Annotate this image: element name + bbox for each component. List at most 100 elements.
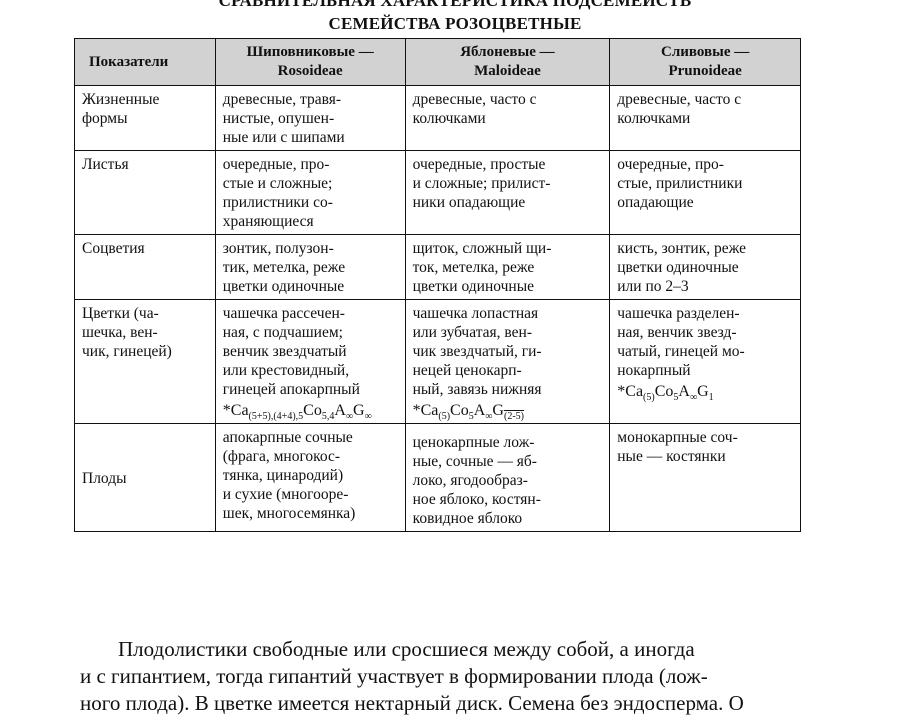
table-title-line-2: СЕМЕЙСТВА РОЗОЦВЕТНЫЕ bbox=[328, 14, 582, 33]
cell-line: древесные, травя- bbox=[222, 91, 341, 108]
table-header-row: Показатели Шиповниковые — Rosoideae Яблонев… bbox=[74, 38, 801, 86]
formula-subscript: ∞ bbox=[689, 392, 698, 403]
cell-line: чашечка рассечен- bbox=[222, 305, 345, 322]
cell-line: тянка, цинародий) bbox=[222, 467, 344, 484]
header-line: Показатели bbox=[89, 53, 169, 70]
cell-line: монокарпные соч- bbox=[617, 429, 738, 446]
cell-line: или крестовидный, bbox=[222, 362, 350, 379]
formula-subscript: 5 bbox=[468, 411, 474, 422]
cell-line: Жизненные bbox=[82, 91, 160, 108]
cell-line: апокарпные сочные bbox=[222, 429, 353, 446]
formula-symbol: Co bbox=[654, 383, 674, 400]
table-row: Жизненные формы древесные, травя-нистые, о… bbox=[74, 85, 801, 151]
cell-line: чашечка лопастная bbox=[412, 305, 539, 322]
cell-line: или зубчатая, вен- bbox=[412, 324, 532, 341]
paragraph-line: и с гипантием, тогда гипантий участвует … bbox=[80, 664, 708, 688]
cell-line: чик звездчатый, ги- bbox=[412, 343, 542, 360]
cell-line: стые, прилистники bbox=[617, 175, 743, 192]
cell-line: ники опадающие bbox=[412, 194, 526, 211]
cell-line: тик, метелка, реже bbox=[222, 259, 346, 276]
header-line: Rosoideae bbox=[277, 63, 343, 79]
row-label-cell: Листья bbox=[74, 150, 216, 235]
cell-line: Листья bbox=[82, 156, 129, 173]
formula-symbol: A bbox=[678, 383, 690, 400]
cell-line: цветки одиночные bbox=[617, 259, 739, 276]
floral-formula: *Ca(5)Co5A∞G1 bbox=[617, 382, 794, 403]
formula-subscript: (5) bbox=[643, 392, 655, 403]
row-label-cell: Соцветия bbox=[74, 234, 216, 300]
cell-line: древесные, часто с bbox=[617, 91, 742, 108]
row-label-cell: Цветки (ча-шечка, вен-чик, гинецей) bbox=[74, 299, 216, 424]
cell-line: нокарпный bbox=[617, 362, 691, 379]
formula-subscript: 1 bbox=[708, 392, 714, 403]
table-cell: зонтик, полузон-тик, метелка, реже цветки… bbox=[214, 234, 406, 300]
formula-subscript: ∞ bbox=[364, 411, 372, 422]
cell-line: Соцветия bbox=[82, 240, 145, 257]
table-cell: древесные, часто с колючками bbox=[609, 85, 801, 151]
cell-line: шечка, вен- bbox=[82, 324, 158, 341]
cell-line: колючками bbox=[412, 110, 486, 127]
paragraph-line: ного плода). В цветке имеется нектарный … bbox=[80, 691, 744, 715]
formula-symbol: Co bbox=[450, 402, 469, 419]
cell-line: нистые, опушен- bbox=[222, 110, 335, 127]
formula-subscript: ∞ bbox=[345, 411, 354, 422]
column-header: Сливовые — Prunoideae bbox=[609, 38, 801, 86]
cell-line: ные — костянки bbox=[617, 448, 726, 465]
row-label-cell: Жизненные формы bbox=[74, 85, 216, 151]
cell-line: локо, ягодообраз- bbox=[412, 472, 528, 489]
column-header: Показатели bbox=[74, 38, 216, 86]
table-row: Цветки (ча-шечка, вен-чик, гинецей) чашеч… bbox=[74, 299, 801, 424]
cell-line: (фрага, многокос- bbox=[222, 448, 341, 465]
formula-symbol: G bbox=[353, 402, 365, 419]
table-row: Плоды апокарпные сочные (фрага, многокос-т… bbox=[74, 423, 801, 532]
cell-line: нецей ценокарп- bbox=[412, 362, 522, 379]
cell-line: или по 2–3 bbox=[617, 278, 689, 295]
cell-line: и сухие (многооре- bbox=[222, 486, 349, 503]
cell-line: чик, гинецей) bbox=[82, 343, 172, 360]
table-cell: чашечка разделен-ная, венчик звезд-чатый… bbox=[609, 299, 801, 424]
cell-line: ная, с подчашием; bbox=[222, 324, 343, 341]
cell-line: прилистники со- bbox=[222, 194, 333, 211]
formula-symbol: A bbox=[473, 402, 486, 419]
cell-line: очередные, про- bbox=[222, 156, 330, 173]
table-cell: чашечка рассечен-ная, с подчашием; венчик… bbox=[214, 299, 406, 424]
cell-line: цветки одиночные bbox=[222, 278, 345, 295]
cell-line: стые и сложные; bbox=[222, 175, 333, 192]
cell-line: кисть, зонтик, реже bbox=[617, 240, 747, 257]
header-line: Шиповниковые — bbox=[246, 44, 374, 60]
cell-line: ная, венчик звезд- bbox=[617, 324, 737, 341]
comparison-table: Показатели Шиповниковые — Rosoideae Яблонев… bbox=[74, 38, 801, 532]
cell-line: древесные, часто с bbox=[412, 91, 537, 108]
table-cell: древесные, травя-нистые, опушен-ные или … bbox=[214, 85, 406, 151]
table-cell: очередные, про-стые, прилистники опадающи… bbox=[609, 150, 801, 235]
formula-subscript: ∞ bbox=[485, 411, 493, 422]
cell-line: ный, завязь нижняя bbox=[412, 381, 542, 398]
column-header: Шиповниковые — Rosoideae bbox=[214, 38, 406, 86]
cell-line: храняющиеся bbox=[222, 213, 314, 230]
formula-symbol: G bbox=[697, 383, 709, 400]
cell-line: ценокарпные лож- bbox=[412, 434, 535, 451]
cell-line: чашечка разделен- bbox=[617, 305, 740, 322]
cell-line: формы bbox=[82, 110, 128, 127]
header-line: Сливовые — bbox=[661, 44, 750, 60]
cell-line: цветки одиночные bbox=[412, 278, 534, 295]
cell-line: колючками bbox=[617, 110, 691, 127]
formula-symbol: *Ca bbox=[617, 383, 644, 400]
cell-line: ковидное яблоко bbox=[412, 510, 523, 527]
cell-line: Плоды bbox=[82, 469, 127, 487]
cell-line: щиток, сложный щи- bbox=[412, 240, 552, 257]
table-row: Соцветия зонтик, полузон-тик, метелка, ре… bbox=[74, 234, 801, 300]
formula-symbol: *Ca bbox=[222, 402, 249, 419]
cell-line: опадающие bbox=[617, 194, 694, 211]
table-cell: апокарпные сочные (фрага, многокос-тянка,… bbox=[214, 423, 406, 532]
formula-subscript: (2-5) bbox=[503, 411, 524, 422]
cell-line: и сложные; прилист- bbox=[412, 175, 551, 192]
cell-line: шек, многосемянка) bbox=[222, 505, 356, 522]
formula-symbol: A bbox=[334, 402, 346, 419]
header-line: Prunoideae bbox=[668, 63, 742, 79]
floral-formula: *Ca(5+5),(4+4),5Co5,4A∞G∞ bbox=[222, 401, 399, 422]
cell-line: зонтик, полузон- bbox=[222, 240, 334, 257]
cell-line: Цветки (ча- bbox=[82, 305, 159, 322]
formula-symbol: Co bbox=[303, 402, 322, 419]
table-cell: очередные, про-стые и сложные; прилистник… bbox=[214, 150, 406, 235]
